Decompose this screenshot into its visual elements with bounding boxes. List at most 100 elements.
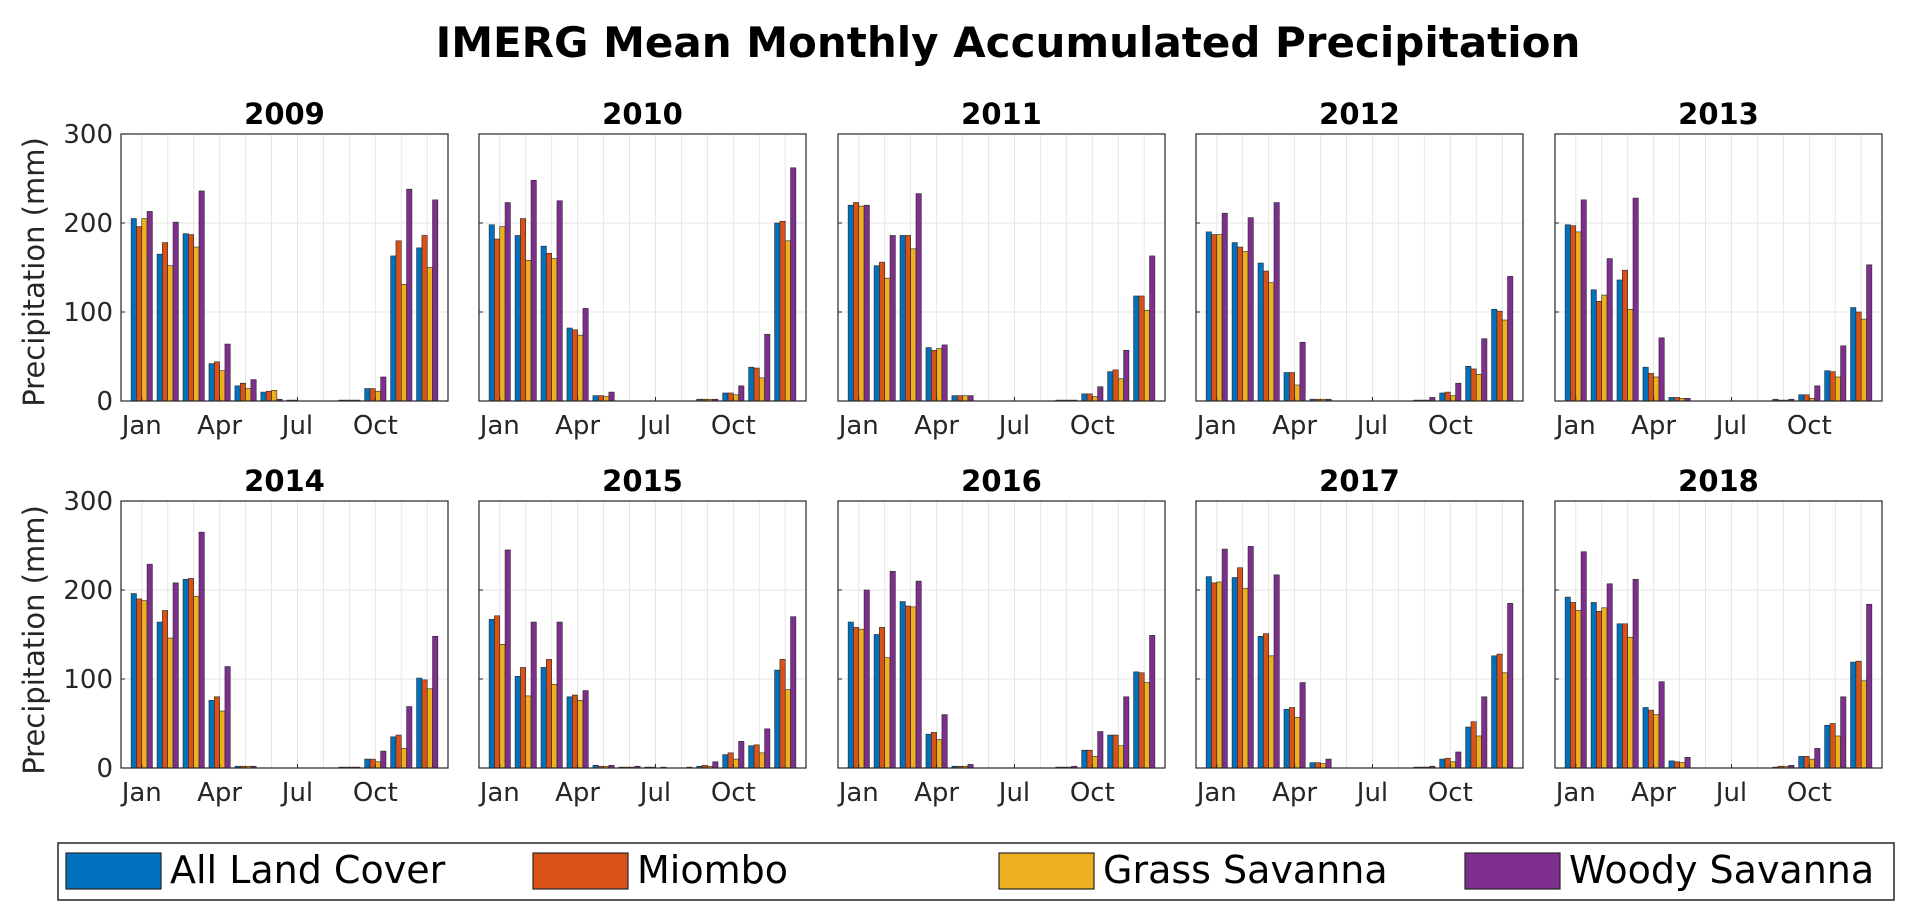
bar-2013-all-land-cover-m3 <box>1616 279 1623 402</box>
bar-2016-miombo-m12 <box>1138 672 1145 769</box>
bar-2015-grass-savanna-m12 <box>784 689 791 769</box>
bar-2017-miombo-m4 <box>1288 707 1295 769</box>
bar-2017-woody-savanna-m1 <box>1221 548 1228 769</box>
x-tick-label-oct: Oct <box>1428 411 1473 441</box>
bar-2018-miombo-m11 <box>1829 723 1836 769</box>
bar-2015-all-land-cover-m3 <box>540 667 547 769</box>
x-tick-label-jul: Jul <box>997 411 1030 441</box>
bar-2017-woody-savanna-m2 <box>1247 546 1254 769</box>
bar-2014-woody-savanna-m10 <box>380 750 387 769</box>
axes-box <box>837 500 1166 769</box>
bar-2017-grass-savanna-m12 <box>1501 672 1508 769</box>
bar-2011-grass-savanna-m11 <box>1117 378 1124 402</box>
bar-2015-woody-savanna-m12 <box>790 616 797 769</box>
bar-2017-miombo-m3 <box>1263 633 1269 769</box>
bar-2012-woody-savanna-m4 <box>1299 341 1306 402</box>
bar-2015-miombo-m10 <box>727 752 734 769</box>
bar-2013-grass-savanna-m4 <box>1653 376 1660 402</box>
bar-2012-miombo-m4 <box>1288 372 1295 402</box>
bar-2012-woody-savanna-m3 <box>1273 202 1280 402</box>
bar-2012-grass-savanna-m12 <box>1501 319 1508 402</box>
axes-box <box>478 500 807 769</box>
x-tick-label-apr: Apr <box>1631 778 1676 808</box>
bar-2009-grass-savanna-m3 <box>193 246 200 402</box>
bar-2015-grass-savanna-m11 <box>758 752 765 769</box>
bar-2010-miombo-m4 <box>571 329 578 402</box>
y-tick-label-100: 100 <box>63 298 113 328</box>
bar-2009-woody-savanna-m10 <box>380 376 387 402</box>
panel-2009: Jan Apr Jul Oct 0 100 200 300 2009 <box>63 97 449 441</box>
bar-2016-miombo-m3 <box>905 605 911 769</box>
bar-2017-woody-savanna-m12 <box>1507 603 1514 769</box>
bar-2018-all-land-cover-m3 <box>1616 623 1623 769</box>
bar-2011-woody-savanna-m12 <box>1149 255 1156 402</box>
bar-2015-miombo-m12 <box>779 659 786 769</box>
bar-2013-woody-savanna-m12 <box>1866 264 1873 402</box>
x-tick-label-oct: Oct <box>711 411 756 441</box>
panel-title-2015: 2015 <box>602 464 683 498</box>
bar-2011-woody-savanna-m10 <box>1097 386 1104 402</box>
bar-2014-all-land-cover-m1 <box>130 593 137 769</box>
bar-2016-miombo-m4 <box>930 732 937 769</box>
bar-2009-woody-savanna-m12 <box>432 199 439 402</box>
bar-2013-woody-savanna-m10 <box>1814 385 1821 402</box>
x-tick-label-jan: Jan <box>1195 411 1237 441</box>
bar-2011-miombo-m1 <box>853 202 860 402</box>
bar-2016-all-land-cover-m11 <box>1107 734 1114 769</box>
bar-2017-woody-savanna-m5 <box>1325 758 1332 769</box>
bar-2009-all-land-cover-m10 <box>364 388 371 402</box>
bar-2017-all-land-cover-m5 <box>1309 762 1316 769</box>
bar-2017-miombo-m11 <box>1470 721 1477 769</box>
bar-2010-woody-savanna-m2 <box>530 179 537 402</box>
bar-2018-miombo-m3 <box>1622 623 1628 769</box>
bar-2011-woody-savanna-m1 <box>863 204 870 402</box>
panel-2013: Jan Apr Jul Oct 2013 <box>1554 97 1883 441</box>
bar-2010-all-land-cover-m2 <box>514 235 521 402</box>
panel-2015: Jan Apr Jul Oct 2015 <box>478 464 807 808</box>
bar-2011-woody-savanna-m11 <box>1123 349 1130 402</box>
panel-title-2009: 2009 <box>244 97 325 131</box>
bar-2012-grass-savanna-m11 <box>1475 373 1482 402</box>
bar-2011-miombo-m12 <box>1138 295 1145 402</box>
bar-2009-all-land-cover-m3 <box>182 233 189 402</box>
bar-2017-all-land-cover-m1 <box>1205 576 1212 769</box>
bar-2011-all-land-cover-m2 <box>873 265 880 402</box>
bar-2014-grass-savanna-m12 <box>426 688 433 769</box>
bar-2010-all-land-cover-m5 <box>592 395 599 402</box>
bar-2018-woody-savanna-m3 <box>1632 579 1639 769</box>
bar-2011-miombo-m10 <box>1086 393 1093 402</box>
bar-2011-miombo-m5 <box>956 395 963 402</box>
x-tick-label-jul: Jul <box>997 778 1030 808</box>
bar-2011-woody-savanna-m5 <box>967 395 974 402</box>
bar-2012-woody-savanna-m10 <box>1455 382 1462 402</box>
bar-2017-grass-savanna-m3 <box>1268 655 1275 769</box>
bar-2014-woody-savanna-m11 <box>406 706 413 769</box>
x-tick-label-oct: Oct <box>1787 778 1832 808</box>
bar-2018-grass-savanna-m11 <box>1834 735 1841 769</box>
bar-2015-miombo-m3 <box>546 659 552 769</box>
bar-2016-grass-savanna-m4 <box>936 739 943 769</box>
bar-2013-grass-savanna-m12 <box>1860 318 1867 402</box>
bar-2018-all-land-cover-m2 <box>1590 602 1597 769</box>
bar-2016-grass-savanna-m3 <box>910 606 917 769</box>
legend-label-grass-savanna: Grass Savanna <box>1103 848 1388 892</box>
legend-swatch-grass-savanna <box>998 852 1095 890</box>
bar-2018-woody-savanna-m12 <box>1866 603 1873 769</box>
bar-2013-miombo-m12 <box>1855 311 1862 402</box>
bar-2012-grass-savanna-m10 <box>1450 395 1456 402</box>
bar-2018-grass-savanna-m2 <box>1601 607 1608 769</box>
x-tick-label-oct: Oct <box>353 778 398 808</box>
bar-2017-all-land-cover-m12 <box>1491 655 1498 769</box>
bar-2018-miombo-m12 <box>1855 660 1862 769</box>
bar-2012-grass-savanna-m1 <box>1216 234 1223 402</box>
bar-2011-all-land-cover-m4 <box>925 347 932 402</box>
bar-2017-grass-savanna-m5 <box>1320 763 1327 769</box>
bar-2018-grass-savanna-m3 <box>1627 636 1634 769</box>
x-tick-label-apr: Apr <box>914 411 959 441</box>
bar-2013-all-land-cover-m1 <box>1564 224 1571 402</box>
bar-2017-miombo-m1 <box>1211 582 1218 769</box>
bar-2011-grass-savanna-m2 <box>884 277 891 402</box>
legend-swatch-miombo <box>532 852 629 890</box>
bar-2012-miombo-m3 <box>1263 270 1269 402</box>
bar-2013-all-land-cover-m4 <box>1642 366 1649 402</box>
